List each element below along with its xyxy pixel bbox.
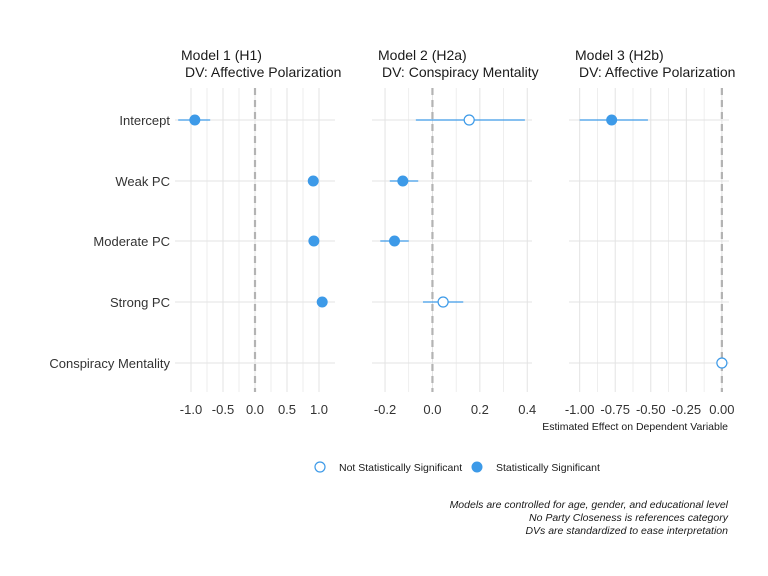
point-estimate-significant	[389, 235, 401, 247]
caption-line: DVs are standardized to ease interpretat…	[525, 525, 728, 537]
point-estimate-not-significant	[716, 357, 728, 369]
panel-subtitle: DV: Affective Polarization	[579, 64, 735, 80]
row-label: Intercept	[119, 113, 170, 128]
caption-line: No Party Closeness is references categor…	[529, 512, 729, 524]
panel-title: Model 3 (H2b)	[575, 47, 664, 63]
caption: Models are controlled for age, gender, a…	[450, 499, 729, 537]
legend-label-not-significant: Not Statistically Significant	[339, 462, 462, 474]
point-estimate-not-significant	[437, 296, 449, 308]
caption-line: Models are controlled for age, gender, a…	[450, 499, 729, 511]
panel-title: Model 1 (H1)	[181, 47, 262, 63]
x-tick-label: 0.5	[278, 402, 296, 417]
panel-title: Model 2 (H2a)	[378, 47, 467, 63]
row-label: Moderate PC	[93, 234, 170, 249]
x-axis-label: Estimated Effect on Dependent Variable	[542, 421, 728, 433]
legend-label-significant: Statistically Significant	[496, 462, 600, 474]
x-tick-label: -0.75	[600, 402, 630, 417]
row-label: Conspiracy Mentality	[49, 356, 170, 371]
legend-marker-significant	[471, 461, 483, 473]
point-estimate-significant	[308, 235, 320, 247]
x-tick-label: 0.00	[709, 402, 734, 417]
row-label: Weak PC	[115, 174, 170, 189]
x-tick-label: 0.0	[246, 402, 264, 417]
legend: Not Statistically Significant Statistica…	[314, 461, 600, 474]
x-tick-label: -1.0	[180, 402, 202, 417]
panel-subtitle: DV: Affective Polarization	[185, 64, 341, 80]
x-tick-label: 0.4	[518, 402, 536, 417]
row-labels: Intercept Weak PC Moderate PC Strong PC Cons…	[49, 113, 170, 371]
x-tick-label: 0.2	[471, 402, 489, 417]
row-label: Strong PC	[110, 295, 170, 310]
point-estimate-significant	[316, 296, 328, 308]
legend-marker-not-significant	[314, 461, 326, 473]
point-estimate-significant	[606, 114, 618, 126]
panel: -0.2 0.0 0.2 0.4 Model 2 (H2a)DV: Conspiracy…	[372, 47, 539, 417]
panel-subtitle: DV: Conspiracy Mentality	[382, 64, 539, 80]
x-tick-label: 0.0	[423, 402, 441, 417]
x-tick-label: -0.25	[672, 402, 702, 417]
x-tick-label: -0.50	[636, 402, 666, 417]
point-estimate-not-significant	[463, 114, 475, 126]
point-estimate-significant	[397, 175, 409, 187]
panel: -1.00 -0.75 -0.50 -0.25 0.00 Model 3 (H2b)DV:…	[565, 47, 736, 417]
point-estimate-significant	[189, 114, 201, 126]
x-tick-label: -1.00	[565, 402, 595, 417]
panel: -1.0 -0.5 0.0 0.5 1.0 Model 1 (H1)DV: Affecti…	[175, 47, 341, 417]
point-estimate-significant	[307, 175, 319, 187]
x-tick-label: 1.0	[310, 402, 328, 417]
x-tick-label: -0.2	[374, 402, 396, 417]
x-tick-label: -0.5	[212, 402, 234, 417]
